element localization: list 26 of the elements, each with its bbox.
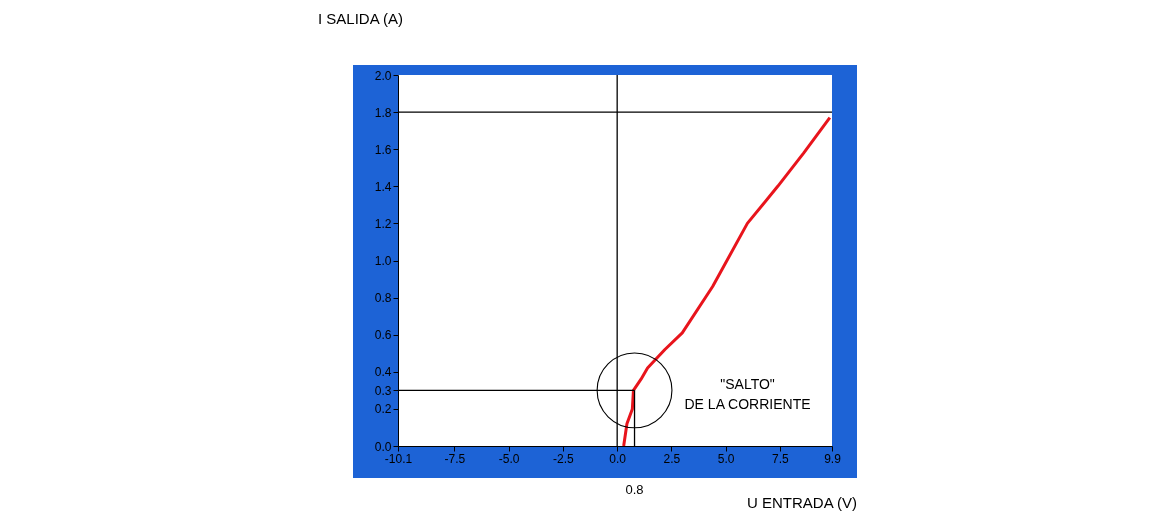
y-tick-label: 1.6: [374, 142, 392, 157]
y-axis-title: I SALIDA (A): [318, 10, 404, 27]
x-tick-label: 7.5: [772, 451, 790, 466]
y-tick-label: 0.8: [374, 291, 392, 306]
y-tick-label: 0.2: [374, 402, 392, 417]
y-tick-label: 1.0: [374, 254, 392, 268]
x-tick-label: 5.0: [717, 451, 735, 466]
ref-line-label: 0.8: [625, 482, 644, 497]
y-tick-label: 0.4: [374, 365, 392, 380]
x-tick-label: 2.5: [663, 451, 681, 466]
y-tick-label: 0.0: [374, 439, 392, 454]
y-tick-label: 1.8: [374, 105, 392, 120]
x-tick-label: -2.5: [553, 451, 575, 466]
x-axis-title: U ENTRADA (V): [746, 494, 857, 511]
y-tick-label: 0.3: [374, 383, 392, 398]
x-tick-label: -5.0: [498, 451, 520, 466]
y-tick-label: 1.4: [374, 179, 392, 194]
line-series: [622, 116, 832, 448]
x-tick-label: 9.9: [824, 451, 842, 466]
x-tick-label: -7.5: [444, 451, 466, 466]
y-tick-label: 0.6: [374, 328, 392, 343]
y-tick-label: 2.0: [374, 68, 392, 83]
y-tick-label: 1.2: [374, 216, 392, 231]
x-tick-label: -10.1: [384, 451, 413, 466]
annotation: "SALTO" DE LA CORRIENTE: [684, 376, 811, 413]
x-tick-label: 0.0: [609, 451, 627, 466]
